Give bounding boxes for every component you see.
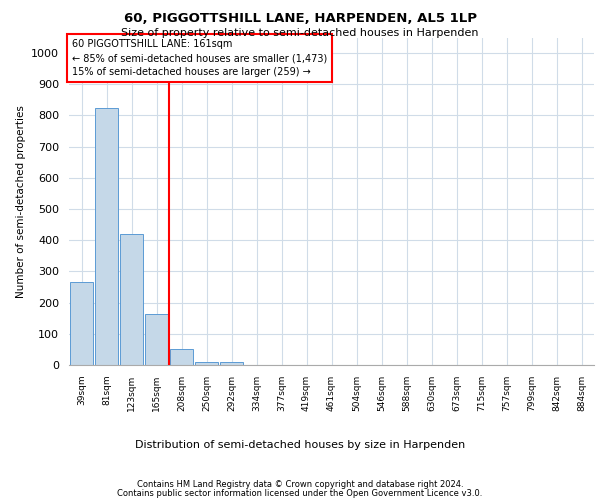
- Text: Size of property relative to semi-detached houses in Harpenden: Size of property relative to semi-detach…: [121, 28, 479, 38]
- Bar: [145, 314, 168, 365]
- Bar: [70, 282, 93, 365]
- Text: 60, PIGGOTTSHILL LANE, HARPENDEN, AL5 1LP: 60, PIGGOTTSHILL LANE, HARPENDEN, AL5 1L…: [124, 12, 476, 26]
- Text: Distribution of semi-detached houses by size in Harpenden: Distribution of semi-detached houses by …: [135, 440, 465, 450]
- Bar: [120, 234, 143, 365]
- Bar: [195, 362, 218, 365]
- Text: 60 PIGGOTTSHILL LANE: 161sqm
← 85% of semi-detached houses are smaller (1,473)
1: 60 PIGGOTTSHILL LANE: 161sqm ← 85% of se…: [71, 39, 327, 77]
- Bar: [170, 350, 193, 365]
- Text: Contains public sector information licensed under the Open Government Licence v3: Contains public sector information licen…: [118, 489, 482, 498]
- Bar: [220, 362, 243, 365]
- Y-axis label: Number of semi-detached properties: Number of semi-detached properties: [16, 105, 26, 298]
- Bar: [95, 108, 118, 365]
- Text: Contains HM Land Registry data © Crown copyright and database right 2024.: Contains HM Land Registry data © Crown c…: [137, 480, 463, 489]
